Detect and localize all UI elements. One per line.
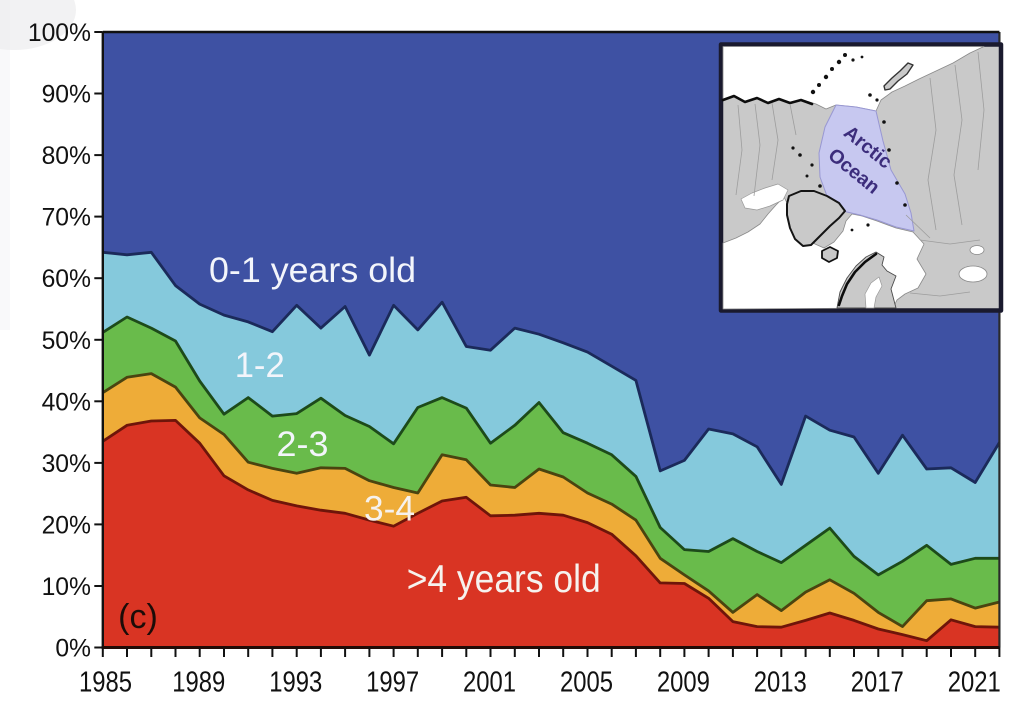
svg-text:2009: 2009 bbox=[657, 667, 710, 699]
svg-text:2021: 2021 bbox=[948, 667, 1001, 699]
svg-text:20%: 20% bbox=[42, 512, 91, 539]
svg-text:100%: 100% bbox=[28, 20, 91, 47]
svg-text:1-2: 1-2 bbox=[235, 345, 285, 385]
svg-text:0-1 years old: 0-1 years old bbox=[209, 250, 416, 290]
svg-text:1985: 1985 bbox=[79, 667, 132, 699]
svg-text:10%: 10% bbox=[42, 574, 91, 601]
svg-text:1989: 1989 bbox=[172, 667, 225, 699]
svg-text:70%: 70% bbox=[42, 205, 91, 232]
svg-text:2-3: 2-3 bbox=[277, 424, 329, 464]
svg-text:1993: 1993 bbox=[269, 667, 322, 699]
svg-text:>4 years old: >4 years old bbox=[407, 558, 601, 601]
svg-text:40%: 40% bbox=[42, 389, 91, 416]
svg-text:50%: 50% bbox=[42, 328, 91, 355]
svg-text:1997: 1997 bbox=[366, 667, 419, 699]
svg-text:60%: 60% bbox=[42, 266, 91, 293]
svg-text:80%: 80% bbox=[42, 143, 91, 170]
svg-text:3-4: 3-4 bbox=[364, 489, 415, 529]
svg-text:30%: 30% bbox=[42, 451, 91, 478]
svg-text:2001: 2001 bbox=[463, 667, 516, 699]
svg-text:2013: 2013 bbox=[754, 667, 807, 699]
svg-text:0%: 0% bbox=[55, 636, 91, 663]
svg-text:2017: 2017 bbox=[851, 667, 904, 699]
svg-text:(c): (c) bbox=[118, 598, 158, 636]
svg-text:90%: 90% bbox=[42, 82, 91, 109]
svg-text:2005: 2005 bbox=[560, 667, 613, 699]
